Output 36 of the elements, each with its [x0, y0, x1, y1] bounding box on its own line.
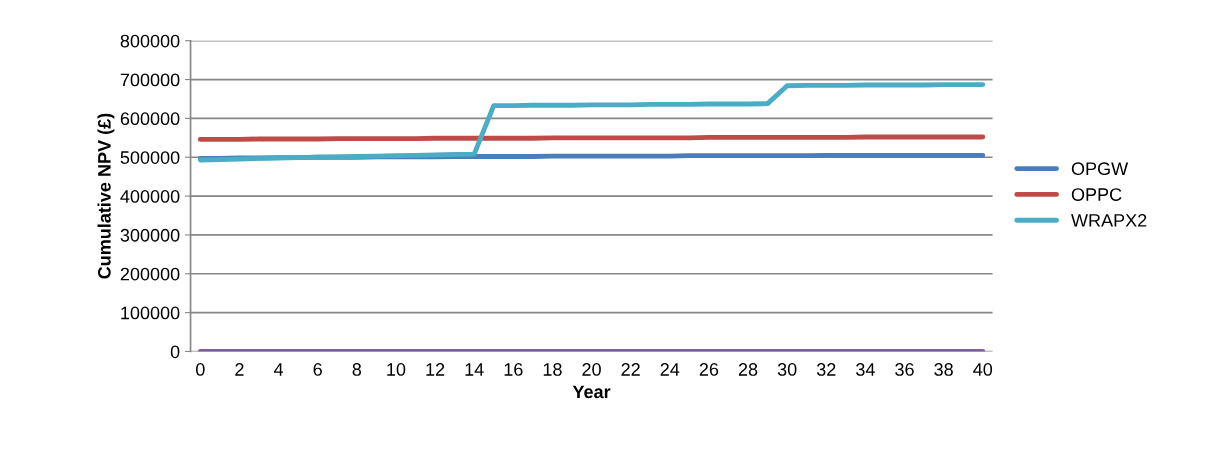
x-tick-label: 14: [465, 363, 484, 376]
x-axis-title: Year: [572, 385, 611, 399]
y-tick-label: 200000: [120, 267, 180, 281]
legend-label: WRAPX2: [1071, 214, 1147, 227]
x-tick-label: 10: [387, 363, 406, 376]
y-tick-label: 700000: [120, 73, 180, 87]
x-tick-label: 8: [352, 363, 362, 376]
y-tick-label: 500000: [120, 151, 180, 164]
x-tick-label: 34: [856, 363, 875, 376]
x-tick-label: 22: [621, 363, 640, 376]
x-tick-label: 18: [543, 363, 562, 376]
x-tick-label: 32: [816, 363, 836, 376]
x-tick-label: 30: [777, 363, 797, 376]
legend-label: OPPC: [1071, 188, 1122, 201]
x-tick-label: 28: [738, 363, 758, 376]
x-tick-label: 24: [660, 363, 680, 376]
x-tick-label: 16: [504, 363, 523, 376]
x-tick-label: 0: [196, 363, 205, 376]
y-axis-title: Cumulative NPV (£): [97, 113, 115, 279]
x-tick-label: 20: [582, 363, 601, 376]
y-tick-label: 400000: [120, 190, 180, 203]
y-tick-label: 800000: [120, 34, 180, 48]
x-tick-label: 6: [313, 363, 322, 376]
x-tick-label: 36: [895, 363, 914, 376]
x-tick-label: 26: [699, 363, 719, 376]
y-tick-label: 600000: [120, 112, 180, 126]
line-series: [197, 82, 986, 163]
x-tick-label: 2: [235, 363, 244, 376]
x-tick-label: 4: [273, 363, 284, 376]
x-tick-label: 38: [934, 363, 953, 376]
x-tick-label: 40: [973, 363, 993, 376]
y-tick-label: 100000: [121, 306, 180, 320]
y-tick-label: 300000: [120, 228, 180, 242]
y-tick-label: 0: [170, 345, 180, 359]
x-tick-label: 12: [426, 363, 445, 376]
legend-label: OPGW: [1071, 162, 1129, 176]
